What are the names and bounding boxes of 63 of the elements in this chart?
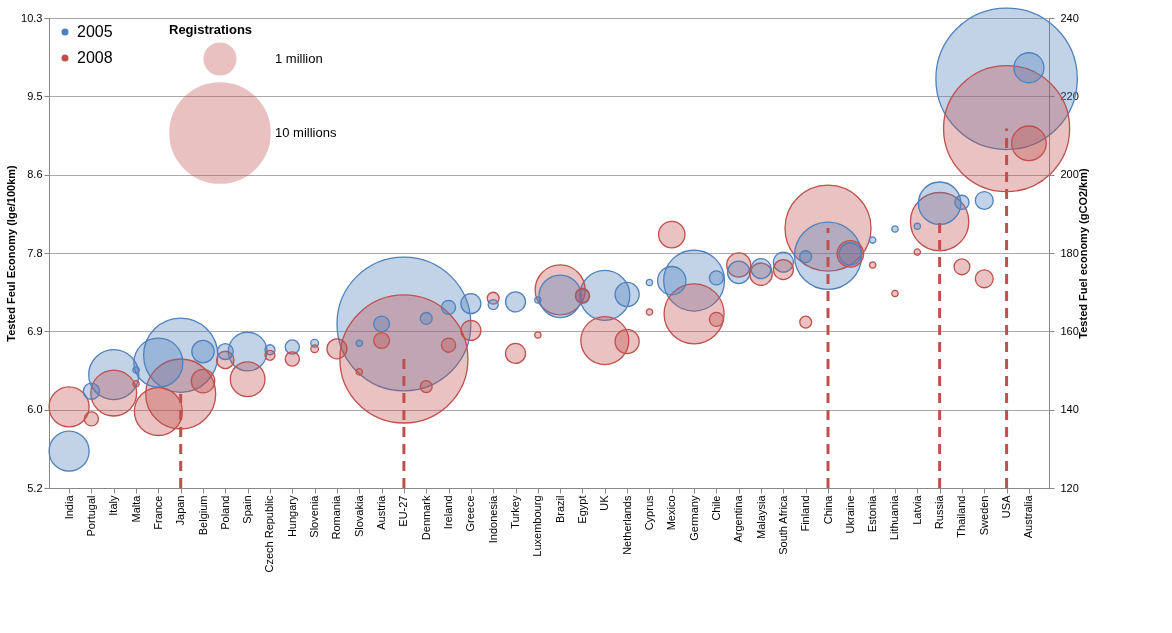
- y-tick-label: 6.9: [27, 324, 43, 337]
- x-tick-label: Luxembourg: [531, 495, 544, 557]
- y2-tick-label: 240: [1060, 11, 1079, 24]
- x-tick-label: Sweden: [977, 495, 990, 536]
- x-tick-label: Poland: [218, 495, 231, 530]
- x-tick-label: Thailand: [955, 495, 968, 538]
- x-tick-label: Slovakia: [352, 494, 365, 538]
- x-tick-label: Japan: [174, 495, 187, 526]
- x-tick-label: South Africa: [776, 494, 789, 555]
- x-tick-label: Latvia: [910, 494, 923, 525]
- x-tick-label: Greece: [464, 495, 477, 532]
- x-tick-label: Cyprus: [642, 495, 655, 531]
- y-tick-label: 10.3: [21, 11, 43, 24]
- x-tick-label: China: [821, 494, 834, 525]
- y2-tick-label: 140: [1060, 403, 1079, 416]
- x-tick-label: Estonia: [866, 494, 879, 533]
- x-tick-label: Spain: [241, 495, 254, 524]
- x-tick-label: Argentina: [732, 494, 745, 543]
- x-tick-label: Ukraine: [843, 495, 856, 534]
- y-tick-label: 9.5: [27, 89, 43, 102]
- x-tick-label: UK: [598, 494, 611, 511]
- x-tick-label: Lithuania: [888, 494, 901, 541]
- x-tick-label: Finland: [799, 495, 812, 532]
- x-tick-label: Egypt: [575, 495, 588, 524]
- x-tick-label: Malta: [129, 494, 142, 523]
- x-tick-label: USA: [1000, 494, 1013, 519]
- y-tick-label: 8.6: [27, 168, 43, 181]
- y-tick-label: 6.0: [27, 403, 43, 416]
- y2-tick-label: 160: [1060, 324, 1079, 337]
- y-axis-title: Tested Feul Economy (lge/100km): [5, 164, 18, 342]
- x-tick-label: EU-27: [397, 495, 410, 527]
- x-tick-label: Russia: [933, 494, 946, 530]
- x-tick-label: Italy: [107, 495, 120, 516]
- x-tick-label: France: [151, 495, 164, 530]
- legend-label: 10 millions: [275, 125, 337, 140]
- legend-label: 2005: [77, 23, 113, 40]
- x-tick-label: Netherlands: [620, 495, 633, 555]
- x-tick-label: Belgium: [196, 495, 209, 536]
- x-tick-label: Hungary: [285, 495, 298, 538]
- x-tick-label: Czech Republic: [263, 495, 276, 573]
- x-tick-label: Austria: [375, 494, 388, 530]
- x-tick-label: Romania: [330, 494, 343, 540]
- x-tick-label: Portugal: [84, 495, 97, 537]
- x-tick-label: Malaysia: [754, 494, 767, 539]
- y-tick-label: 5.2: [27, 481, 43, 494]
- x-tick-label: Chile: [709, 495, 722, 521]
- legend-label: 1 million: [275, 51, 323, 66]
- x-tick-label: Denmark: [419, 495, 432, 541]
- x-tick-label: Germany: [687, 495, 700, 541]
- x-tick-label: Mexico: [665, 495, 678, 531]
- y2-tick-label: 120: [1060, 481, 1079, 494]
- y2-tick-label: 200: [1060, 168, 1079, 181]
- x-tick-label: Brazil: [553, 495, 566, 524]
- x-tick-label: Turkey: [509, 495, 522, 529]
- x-tick-label: Ireland: [442, 495, 455, 530]
- x-tick-label: Slovenia: [308, 494, 321, 538]
- x-tick-label: Indonesia: [486, 494, 499, 544]
- x-tick-label: India: [62, 494, 75, 520]
- x-tick-label: Australia: [1022, 494, 1035, 539]
- legend-label: 2008: [77, 49, 113, 66]
- legend-title: Registrations: [169, 22, 253, 37]
- y2-tick-label: 180: [1060, 246, 1079, 259]
- y-tick-label: 7.8: [27, 246, 43, 259]
